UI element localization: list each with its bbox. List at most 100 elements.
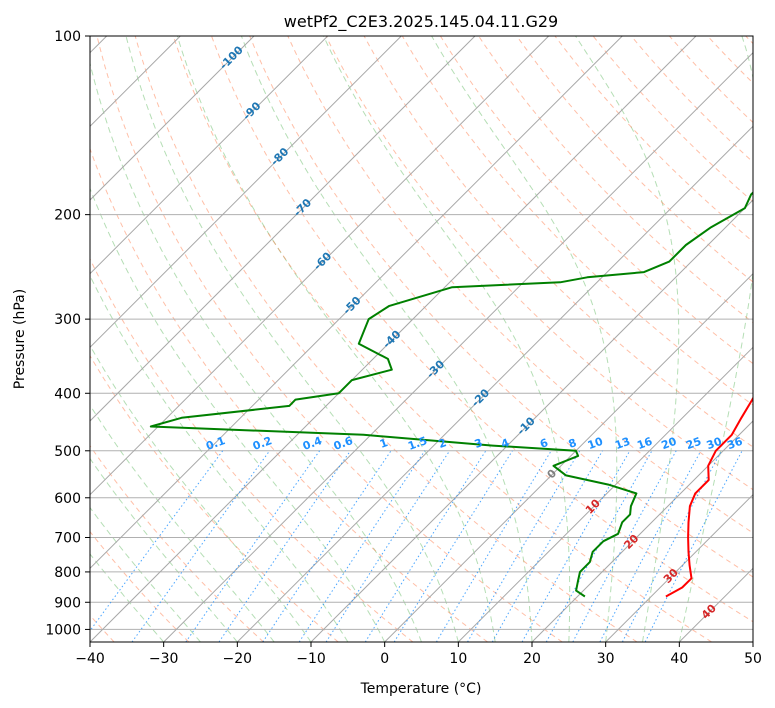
x-tick-label: −20 bbox=[223, 651, 253, 667]
moist-adiabat bbox=[90, 61, 422, 642]
sounding-profiles bbox=[149, 191, 753, 598]
y-axis: 100 200 300 400 500 600 700 800 900 1000 bbox=[45, 29, 90, 638]
dry-adiabat bbox=[90, 444, 264, 642]
mixing-ratio-label: 1.5 bbox=[406, 434, 429, 453]
x-tick-label: 20 bbox=[523, 651, 541, 667]
moist-adiabat bbox=[678, 36, 753, 642]
y-tick-label: 500 bbox=[54, 444, 81, 460]
dry-adiabat bbox=[90, 530, 190, 642]
x-tick-label: 30 bbox=[597, 651, 615, 667]
y-tick-label: 700 bbox=[54, 531, 81, 547]
mixing-ratio-label: 20 bbox=[660, 435, 679, 453]
mixing-ratio-line bbox=[131, 450, 271, 642]
y-tick-label: 300 bbox=[54, 312, 81, 328]
moist-adiabat bbox=[90, 457, 238, 642]
isotherm-label: 30 bbox=[661, 566, 681, 586]
mixing-ratio-label: 13 bbox=[613, 435, 632, 452]
mixing-ratio-line bbox=[521, 450, 631, 642]
dry-adiabat bbox=[554, 36, 753, 243]
mixing-ratio-label: 0.2 bbox=[251, 434, 274, 453]
isotherm-label: -90 bbox=[240, 99, 263, 122]
isotherm-line bbox=[384, 272, 753, 642]
x-tick-label: −10 bbox=[296, 651, 326, 667]
moist-adiabat bbox=[90, 553, 165, 642]
mixing-ratio-label: 30 bbox=[705, 435, 724, 453]
x-tick-label: −30 bbox=[149, 651, 179, 667]
mixing-ratio-label: 8 bbox=[567, 436, 579, 451]
skewed-isotherms bbox=[90, 36, 753, 642]
mixing-ratio-label: 16 bbox=[635, 435, 654, 453]
mixing-ratio-label: 10 bbox=[586, 435, 605, 453]
dry-adiabat bbox=[745, 36, 753, 45]
dry-adiabat bbox=[90, 257, 414, 642]
y-tick-label: 900 bbox=[54, 595, 81, 611]
x-tick-label: 10 bbox=[449, 651, 467, 667]
pressure-gridlines bbox=[90, 36, 753, 630]
moist-adiabat bbox=[90, 274, 349, 642]
moist-adiabats bbox=[90, 36, 753, 642]
x-axis: −40 −30 −20 −10 0 10 20 30 40 50 bbox=[75, 642, 762, 667]
moist-adiabat bbox=[240, 36, 533, 642]
mixing-ratio-line bbox=[467, 450, 581, 642]
moist-adiabat bbox=[90, 344, 312, 642]
isotherm-line bbox=[310, 199, 753, 642]
y-axis-title: Pressure (hPa) bbox=[12, 289, 28, 389]
isotherm-line bbox=[90, 36, 255, 201]
mixing-ratio-label: 3 bbox=[473, 436, 485, 451]
mixing-ratio-label: 0.4 bbox=[301, 434, 324, 453]
dry-adiabat bbox=[669, 36, 753, 124]
mixing-ratio-line bbox=[218, 450, 351, 642]
mixing-ratio-label: 4 bbox=[499, 436, 511, 451]
dry-adiabat bbox=[707, 36, 753, 84]
mixing-ratio-line bbox=[325, 450, 451, 642]
dry-adiabat bbox=[287, 36, 753, 534]
y-tick-label: 400 bbox=[54, 386, 81, 402]
dry-adiabat bbox=[478, 36, 753, 324]
mixing-ratio-label: 0.6 bbox=[332, 434, 355, 453]
isotherm-line bbox=[90, 36, 329, 275]
mixing-ratio-lines bbox=[90, 450, 743, 642]
dry-adiabat bbox=[90, 354, 339, 642]
isotherm-line bbox=[531, 420, 753, 642]
dry-adiabat bbox=[96, 36, 563, 642]
mixing-ratio-label: 1 bbox=[378, 436, 390, 451]
mixing-ratio-line bbox=[393, 450, 513, 642]
mixing-ratio-line bbox=[185, 450, 321, 642]
dry-adiabat bbox=[211, 36, 753, 623]
isotherm-line bbox=[678, 567, 753, 642]
moist-adiabat bbox=[323, 36, 571, 642]
dry-adiabat bbox=[325, 36, 753, 491]
moist-adiabat bbox=[90, 187, 386, 642]
x-tick-label: −40 bbox=[75, 651, 105, 667]
plot-frame bbox=[89, 35, 754, 643]
moist-adiabat bbox=[90, 404, 275, 642]
isotherm-line bbox=[90, 36, 550, 496]
mixing-ratio-line bbox=[572, 450, 677, 642]
chart-title: wetPf2_C2E3.2025.145.04.11.G29 bbox=[284, 12, 558, 32]
dry-adiabat bbox=[592, 36, 753, 203]
y-tick-label: 800 bbox=[54, 565, 81, 581]
moist-adiabat bbox=[90, 506, 201, 642]
isotherm-label: -60 bbox=[311, 249, 334, 272]
x-tick-label: 40 bbox=[670, 651, 688, 667]
mixing-ratio-label: 36 bbox=[726, 435, 745, 453]
mixing-ratio-label: 6 bbox=[538, 436, 550, 451]
mixing-ratio-line bbox=[491, 450, 603, 642]
y-tick-label: 100 bbox=[54, 29, 81, 45]
isotherm-line bbox=[605, 493, 753, 642]
moist-adiabat bbox=[575, 36, 680, 642]
isotherm-line bbox=[752, 641, 753, 642]
x-axis-title: Temperature (°C) bbox=[360, 681, 482, 697]
y-tick-label: 1000 bbox=[45, 622, 81, 638]
mixing-ratio-line bbox=[90, 450, 224, 632]
isotherm-line bbox=[457, 346, 753, 642]
isotherm-line bbox=[90, 36, 697, 642]
dry-adiabat bbox=[249, 36, 753, 578]
mixing-ratio-line bbox=[364, 450, 487, 642]
mixing-ratio-line bbox=[599, 450, 702, 642]
mixing-ratio-line bbox=[435, 450, 552, 642]
isotherm-line bbox=[90, 36, 623, 570]
isotherm-label: -30 bbox=[424, 357, 447, 380]
isotherm-line bbox=[90, 36, 402, 349]
